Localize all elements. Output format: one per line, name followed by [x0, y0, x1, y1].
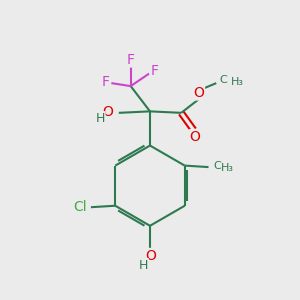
Text: F: F [127, 53, 135, 67]
Text: C: C [219, 75, 227, 85]
Text: O: O [103, 105, 113, 119]
Text: H: H [139, 259, 148, 272]
Text: H: H [96, 112, 105, 125]
Text: Cl: Cl [73, 200, 86, 214]
Text: C: C [213, 161, 221, 172]
Text: O: O [145, 248, 156, 262]
Text: H₃: H₃ [220, 163, 233, 173]
Text: F: F [151, 64, 158, 78]
Text: H₃: H₃ [230, 76, 244, 87]
Text: O: O [190, 130, 201, 144]
Text: F: F [102, 75, 110, 88]
Text: O: O [194, 86, 205, 100]
